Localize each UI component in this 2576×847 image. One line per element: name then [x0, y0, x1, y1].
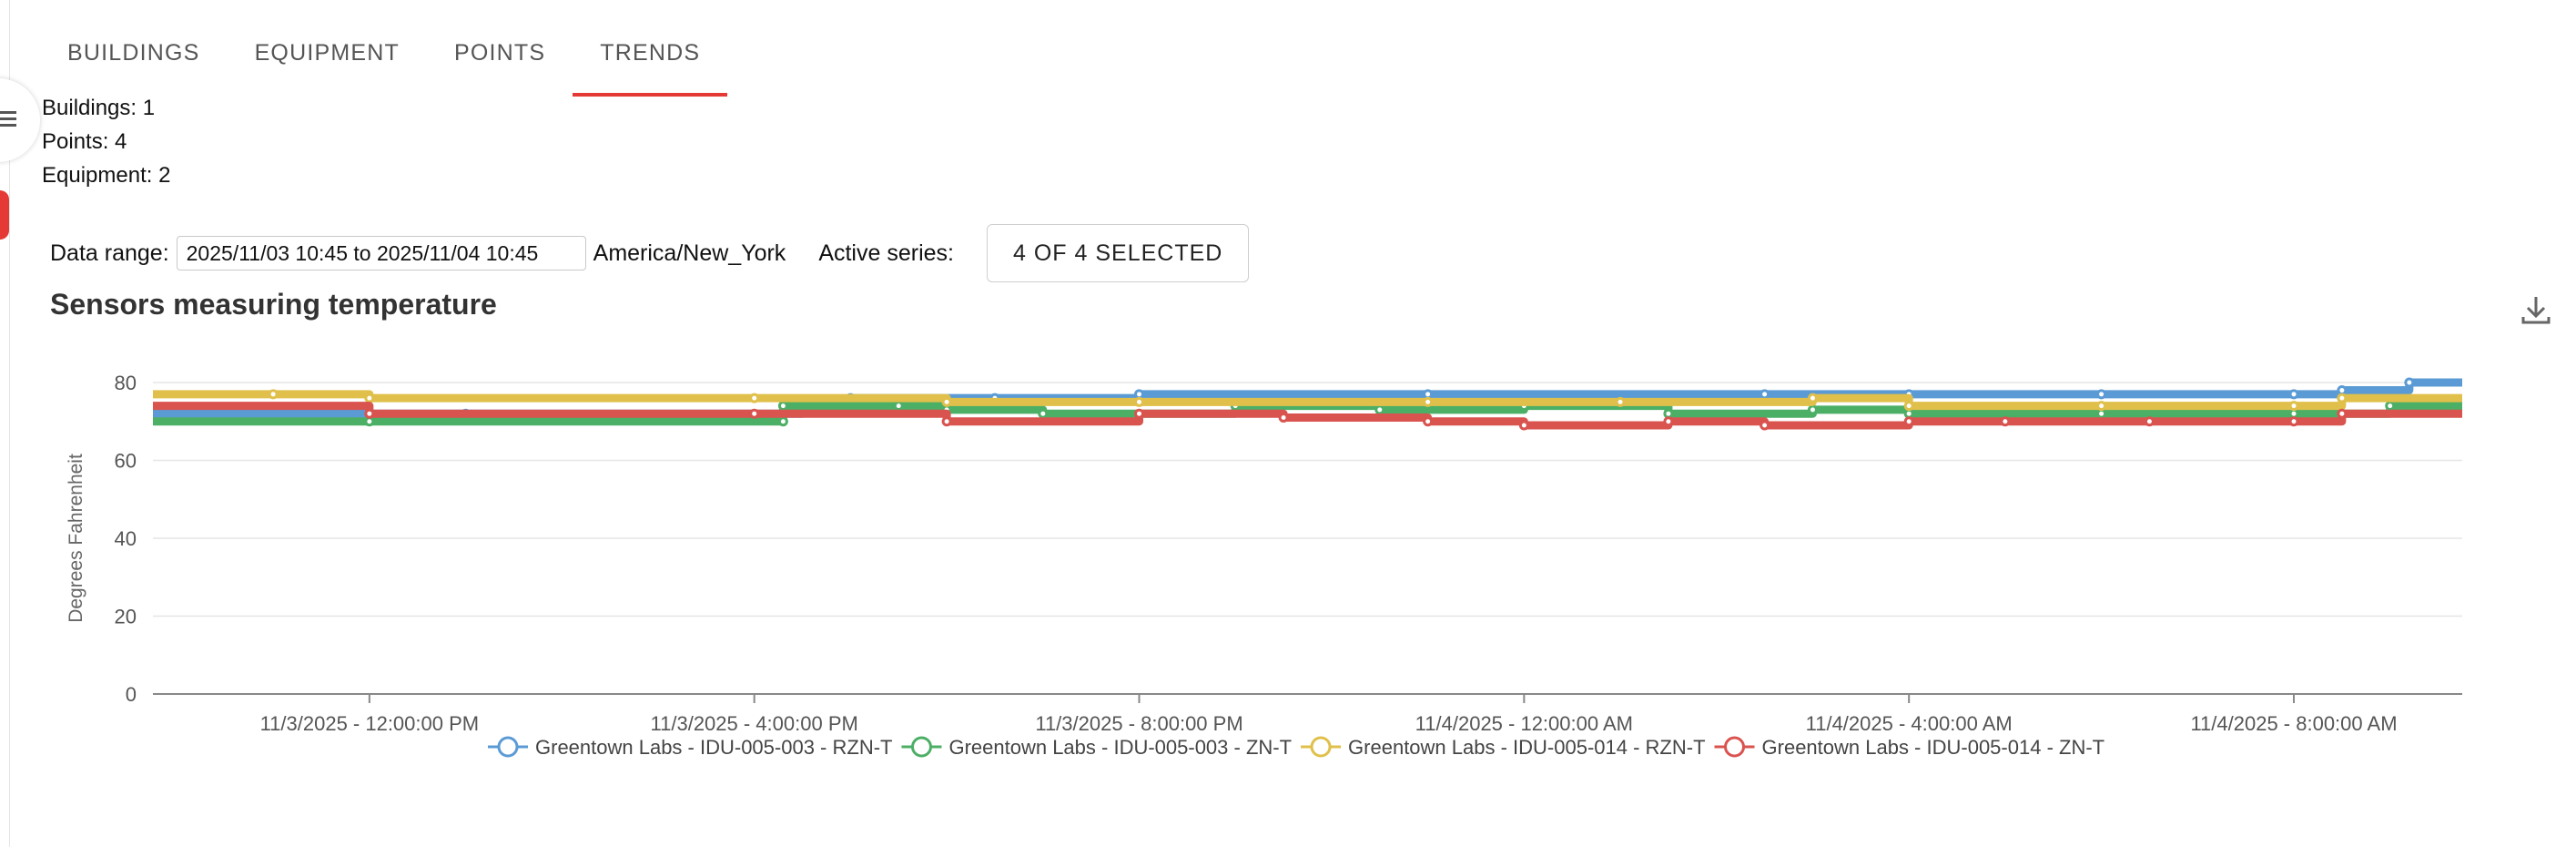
- data-point: [1374, 404, 1385, 415]
- data-point: [777, 416, 788, 427]
- data-point: [749, 393, 760, 403]
- data-point: [1760, 389, 1770, 400]
- legend-marker: [497, 736, 519, 758]
- x-tick-label: 11/3/2025 - 4:00:00 PM: [651, 712, 858, 735]
- data-point: [1760, 420, 1770, 431]
- tab-trends[interactable]: TRENDS: [573, 22, 728, 97]
- data-point: [1807, 393, 1818, 403]
- y-tick-label: 40: [115, 527, 137, 550]
- left-rail: [0, 0, 10, 847]
- y-tick-label: 60: [115, 450, 137, 473]
- legend-label: Greentown Labs - IDU-005-003 - RZN-T: [535, 736, 892, 759]
- data-point: [2288, 408, 2299, 419]
- data-point: [364, 416, 375, 427]
- active-series-label: Active series:: [818, 240, 954, 266]
- data-point: [364, 393, 375, 403]
- legend-label: Greentown Labs - IDU-005-003 - ZN-T: [948, 736, 1292, 759]
- data-point: [2337, 385, 2348, 396]
- data-point: [941, 416, 952, 427]
- y-tick-label: 80: [115, 372, 137, 394]
- data-point: [893, 401, 904, 412]
- data-point: [1903, 416, 1914, 427]
- data-point: [2096, 389, 2107, 400]
- tab-buildings[interactable]: BUILDINGS: [67, 40, 200, 66]
- data-point: [2096, 401, 2107, 412]
- tab-equipment[interactable]: EQUIPMENT: [254, 40, 400, 66]
- data-point: [2096, 408, 2107, 419]
- data-point: [1663, 408, 1674, 419]
- data-point: [1423, 416, 1434, 427]
- data-point: [941, 396, 952, 407]
- data-point: [1134, 396, 1145, 407]
- controls-row: Data range: America/New_York Active seri…: [50, 224, 1250, 282]
- data-point: [2000, 416, 2011, 427]
- data-point: [1903, 401, 1914, 412]
- series-line: [153, 402, 2462, 426]
- data-point: [2337, 408, 2348, 419]
- data-point: [2404, 377, 2415, 388]
- data-point: [1134, 408, 1145, 419]
- equipment-count: Equipment: 2: [42, 163, 171, 188]
- download-icon[interactable]: [2518, 291, 2554, 328]
- data-point: [1423, 396, 1434, 407]
- data-point: [1518, 420, 1529, 431]
- legend-marker: [910, 736, 932, 758]
- data-range-input[interactable]: [176, 236, 586, 270]
- data-point: [749, 408, 760, 419]
- legend-marker: [1310, 736, 1332, 758]
- data-point: [2385, 401, 2396, 412]
- data-point: [268, 389, 279, 400]
- x-tick-label: 11/4/2025 - 4:00:00 AM: [1806, 712, 2013, 735]
- x-tick-label: 11/3/2025 - 12:00:00 PM: [260, 712, 480, 735]
- y-axis-label: Degrees Fahrenheit: [66, 454, 86, 623]
- data-point: [1423, 389, 1434, 400]
- data-point: [777, 401, 788, 412]
- legend-label: Greentown Labs - IDU-005-014 - ZN-T: [1762, 736, 2105, 759]
- data-point: [2288, 401, 2299, 412]
- data-point: [2337, 393, 2348, 403]
- x-tick-label: 11/4/2025 - 12:00:00 AM: [1415, 712, 1633, 735]
- summary-panel: Buildings: 1 Points: 4 Equipment: 2: [42, 91, 170, 192]
- chart-title: Sensors measuring temperature: [50, 288, 497, 321]
- data-range-label: Data range:: [50, 240, 169, 266]
- points-count: Points: 4: [42, 129, 127, 154]
- data-point: [2288, 416, 2299, 427]
- y-tick-label: 20: [115, 606, 137, 628]
- data-point: [1663, 416, 1674, 427]
- data-point: [364, 408, 375, 419]
- data-point: [2144, 416, 2155, 427]
- tab-points[interactable]: POINTS: [453, 40, 546, 66]
- rail-accent: [0, 190, 9, 240]
- data-point: [1807, 404, 1818, 415]
- x-tick-label: 11/4/2025 - 8:00:00 AM: [2190, 712, 2397, 735]
- timezone-label: America/New_York: [593, 240, 786, 266]
- active-series-button[interactable]: 4 OF 4 SELECTED: [986, 224, 1250, 282]
- x-tick-label: 11/3/2025 - 8:00:00 PM: [1035, 712, 1242, 735]
- data-point: [1038, 408, 1049, 419]
- data-point: [1134, 389, 1145, 400]
- legend-label: Greentown Labs - IDU-005-014 - RZN-T: [1348, 736, 1705, 759]
- hamburger-icon: [0, 111, 16, 114]
- y-tick-label: 0: [126, 683, 137, 706]
- data-point: [1903, 408, 1914, 419]
- data-point: [1278, 412, 1289, 423]
- legend-marker: [1724, 736, 1746, 758]
- buildings-count: Buildings: 1: [42, 96, 156, 120]
- data-point: [1615, 396, 1626, 407]
- tab-bar: BUILDINGS EQUIPMENT POINTS TRENDS: [40, 22, 728, 97]
- data-point: [2288, 389, 2299, 400]
